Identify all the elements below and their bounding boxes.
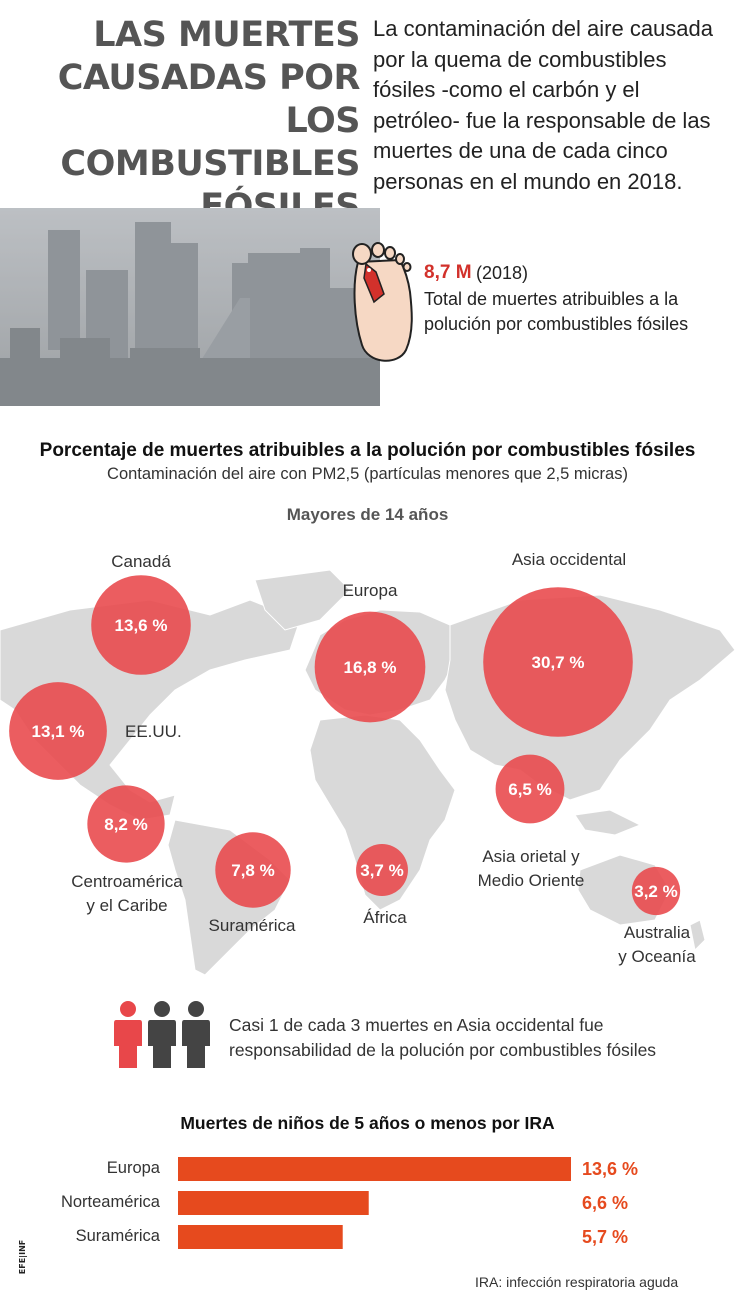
region-bubble bbox=[9, 682, 107, 780]
total-deaths-year: (2018) bbox=[476, 263, 529, 283]
west-asia-note: Casi 1 de cada 3 muertes en Asia occiden… bbox=[229, 1015, 657, 1060]
bar-category-label: Europa bbox=[107, 1159, 161, 1177]
region-value-label: 8,2 % bbox=[104, 815, 147, 834]
region-label-south-america: Suramérica bbox=[208, 916, 296, 935]
region-value-label: 13,6 % bbox=[115, 616, 168, 635]
region-bubble bbox=[215, 832, 291, 908]
region-bubble bbox=[91, 575, 191, 675]
region-bubble bbox=[87, 785, 165, 863]
region-value-label: 13,1 % bbox=[32, 722, 85, 741]
region-label-usa: EE.UU. bbox=[125, 722, 182, 741]
region-bubble bbox=[483, 587, 633, 737]
efe-credit-logo: EFE|INF bbox=[14, 1226, 28, 1288]
three-people-icon bbox=[114, 1001, 210, 1068]
region-label-west-asia: Asia occidental bbox=[511, 550, 627, 569]
map-title: Porcentaje de muertes atribuibles a la p… bbox=[39, 440, 696, 461]
bar bbox=[178, 1157, 571, 1181]
bar-category-label: Suramérica bbox=[76, 1227, 161, 1245]
page-title: Las muertes causadas por los combustibles f… bbox=[20, 14, 361, 229]
world-bubble-map: 13,6 % 13,1 % 8,2 % 7,8 % 16,8 % 3,7 % 30,7 % 6… bbox=[0, 540, 735, 980]
region-label-africa: África bbox=[363, 908, 407, 927]
region-value-label: 30,7 % bbox=[532, 653, 585, 672]
region-value-label: 16,8 % bbox=[344, 658, 397, 677]
region-value-label: 6,5 % bbox=[508, 780, 551, 799]
region-bubble bbox=[631, 866, 681, 916]
bar-value-label: 13,6 % bbox=[582, 1159, 638, 1179]
world-map-svg: 13,6 % 13,1 % 8,2 % 7,8 % 16,8 % 3,7 % 30,7 % 6… bbox=[0, 569, 735, 976]
bar-chart-title: Muertes de niños de 5 años o menos por I… bbox=[180, 1113, 555, 1133]
smog-city-photo bbox=[0, 208, 380, 406]
total-deaths-description: Total de muertes atribuibles a la poluci… bbox=[424, 289, 689, 334]
bar-value-label: 6,6 % bbox=[582, 1193, 628, 1213]
region-bubble bbox=[356, 844, 408, 896]
bar-value-label: 5,7 % bbox=[582, 1227, 628, 1247]
region-label-canada: Canadá bbox=[111, 552, 171, 571]
page-title-line: causadas por los bbox=[57, 58, 361, 141]
person-icon bbox=[148, 1001, 176, 1068]
children-deaths-bar-chart: Europa 13,6 % Norteamérica 6,6 % Suramérica 5… bbox=[61, 1157, 638, 1249]
toe-tag-foot-icon bbox=[352, 242, 413, 362]
region-label-europe: Europa bbox=[342, 581, 398, 600]
footnote: IRA: infección respiratoria aguda bbox=[475, 1274, 679, 1290]
bar-category-label: Norteamérica bbox=[61, 1193, 161, 1211]
person-highlight-icon bbox=[114, 1001, 142, 1068]
region-label-central-america: Centroamérica y el Caribe bbox=[71, 872, 183, 915]
region-value-label: 3,7 % bbox=[360, 861, 403, 880]
bar bbox=[178, 1225, 343, 1249]
page-title-line: Las muertes bbox=[93, 15, 360, 55]
region-label-east-asia: Asia orietal y Medio Oriente bbox=[477, 847, 585, 890]
total-deaths-value: 8,7 M bbox=[424, 262, 472, 283]
person-icon bbox=[182, 1001, 210, 1068]
page-title-line: combustibles bbox=[60, 144, 360, 184]
map-group-label: Mayores de 14 años bbox=[286, 505, 449, 524]
region-value-label: 3,2 % bbox=[634, 882, 677, 901]
svg-text:EFE|INF: EFE|INF bbox=[18, 1240, 27, 1274]
intro-text: La contaminación del aire causada por la… bbox=[373, 16, 714, 194]
region-bubble bbox=[314, 611, 426, 723]
region-label-oceania: Australia y Oceanía bbox=[618, 923, 696, 966]
map-subtitle: Contaminación del aire con PM2,5 (partíc… bbox=[107, 465, 628, 483]
region-value-label: 7,8 % bbox=[231, 861, 274, 880]
bar bbox=[178, 1191, 369, 1215]
region-bubble bbox=[495, 754, 565, 824]
